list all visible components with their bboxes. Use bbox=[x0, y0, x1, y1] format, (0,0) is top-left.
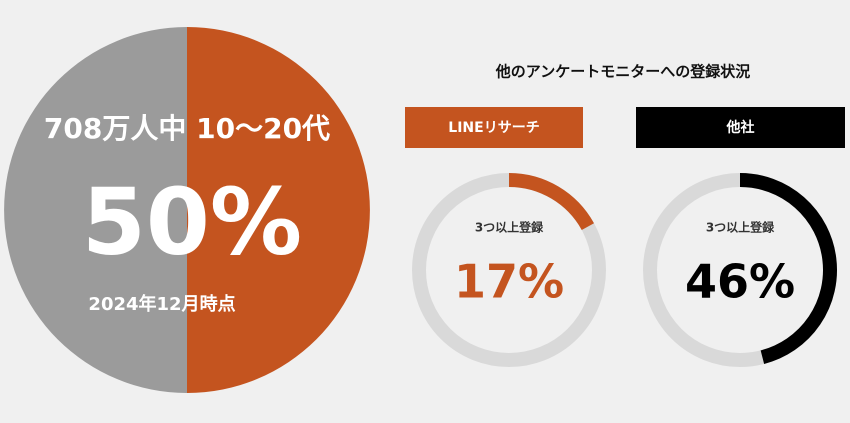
value-label: 17% bbox=[454, 255, 564, 309]
donut-arc bbox=[508, 173, 595, 231]
pie-slice bbox=[4, 27, 188, 393]
header-box bbox=[405, 107, 583, 148]
pie-slice bbox=[187, 27, 370, 393]
donut-label: 3つ以上登録 bbox=[475, 220, 544, 235]
header-box bbox=[636, 107, 845, 148]
header-label: LINEリサーチ bbox=[448, 120, 539, 136]
donut-arc bbox=[739, 173, 837, 364]
value-label: 46% bbox=[685, 255, 795, 309]
value-label: 50% bbox=[82, 168, 302, 275]
pie-subtitle: 2024年12月時点 bbox=[88, 293, 235, 315]
header-label: 他社 bbox=[726, 119, 755, 136]
heading: 他のアンケートモニターへの登録状況 bbox=[495, 63, 750, 81]
donut-label: 3つ以上登録 bbox=[706, 220, 775, 235]
pie-title: 708万人中 10〜20代 bbox=[44, 112, 330, 145]
